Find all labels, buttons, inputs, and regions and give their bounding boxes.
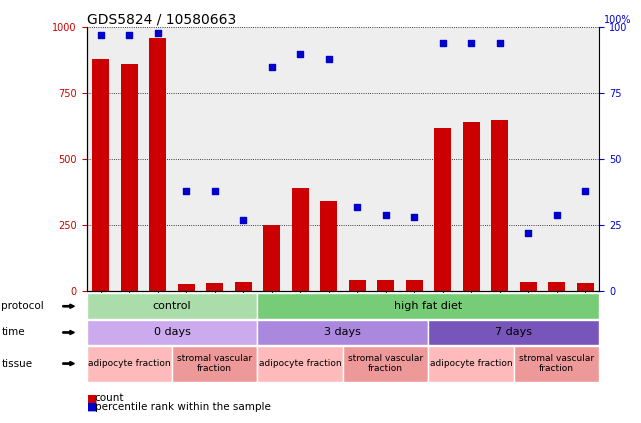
Bar xyxy=(178,284,195,291)
Bar xyxy=(576,283,594,291)
Text: adipocyte fraction: adipocyte fraction xyxy=(88,359,171,368)
Text: adipocyte fraction: adipocyte fraction xyxy=(430,359,512,368)
Point xyxy=(494,40,504,47)
Bar xyxy=(258,320,428,345)
Bar xyxy=(463,122,479,291)
Text: count: count xyxy=(95,393,124,404)
Bar xyxy=(428,320,599,345)
Point xyxy=(466,40,476,47)
Point xyxy=(381,211,391,218)
Text: tissue: tissue xyxy=(1,359,33,368)
Text: 0 days: 0 days xyxy=(154,327,190,338)
Bar xyxy=(149,38,166,291)
Bar xyxy=(235,282,252,291)
Text: stromal vascular
fraction: stromal vascular fraction xyxy=(519,354,594,373)
Bar xyxy=(320,201,337,291)
Bar xyxy=(172,346,258,382)
Bar xyxy=(87,320,258,345)
Bar xyxy=(292,188,309,291)
Bar xyxy=(258,293,599,319)
Text: adipocyte fraction: adipocyte fraction xyxy=(259,359,342,368)
Bar xyxy=(406,280,422,291)
Point xyxy=(210,187,220,194)
Point xyxy=(124,32,135,39)
Text: stromal vascular
fraction: stromal vascular fraction xyxy=(177,354,253,373)
Text: protocol: protocol xyxy=(1,301,44,311)
Point xyxy=(238,217,248,223)
Text: GDS5824 / 10580663: GDS5824 / 10580663 xyxy=(87,12,236,26)
Text: control: control xyxy=(153,301,191,311)
Bar xyxy=(87,293,258,319)
Text: ■: ■ xyxy=(87,393,97,404)
Bar xyxy=(520,282,537,291)
Point xyxy=(551,211,562,218)
Point xyxy=(580,187,590,194)
Bar xyxy=(206,283,223,291)
Point xyxy=(324,56,334,63)
Bar xyxy=(491,120,508,291)
Point xyxy=(181,187,192,194)
Point xyxy=(409,214,419,221)
Bar xyxy=(92,59,110,291)
Text: high fat diet: high fat diet xyxy=(394,301,463,311)
Text: 100%: 100% xyxy=(604,15,631,25)
Point xyxy=(438,40,448,47)
Bar xyxy=(258,346,343,382)
Text: time: time xyxy=(1,327,25,338)
Point xyxy=(96,32,106,39)
Bar xyxy=(434,128,451,291)
Bar xyxy=(263,225,280,291)
Text: 7 days: 7 days xyxy=(495,327,533,338)
Bar xyxy=(121,64,138,291)
Bar xyxy=(343,346,428,382)
Text: ■: ■ xyxy=(87,402,97,412)
Bar xyxy=(514,346,599,382)
Bar xyxy=(349,280,366,291)
Point xyxy=(267,63,277,70)
Point xyxy=(153,29,163,36)
Text: stromal vascular
fraction: stromal vascular fraction xyxy=(348,354,423,373)
Text: 3 days: 3 days xyxy=(324,327,362,338)
Point xyxy=(523,230,533,236)
Bar xyxy=(428,346,514,382)
Point xyxy=(352,203,362,210)
Point xyxy=(295,50,305,57)
Text: percentile rank within the sample: percentile rank within the sample xyxy=(95,402,271,412)
Bar xyxy=(87,346,172,382)
Bar xyxy=(377,280,394,291)
Bar xyxy=(548,282,565,291)
